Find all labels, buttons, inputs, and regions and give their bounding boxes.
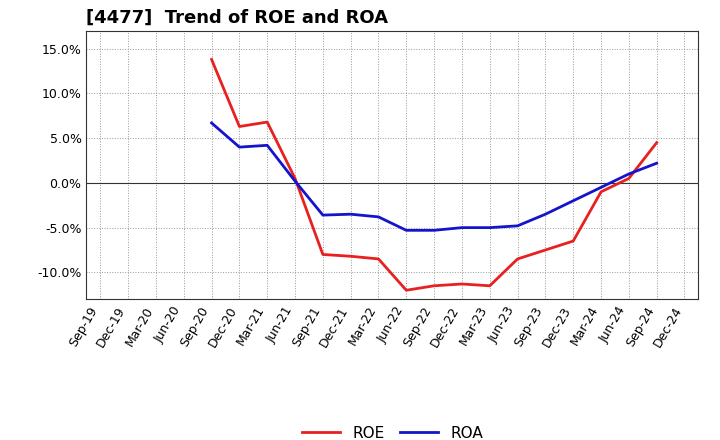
- ROA: [263, 143, 271, 148]
- ROE: [597, 189, 606, 194]
- ROA: [402, 227, 410, 233]
- ROE: [346, 253, 355, 259]
- ROE: [374, 256, 383, 261]
- ROA: [485, 225, 494, 230]
- ROE: [624, 176, 633, 181]
- ROE: [569, 238, 577, 244]
- ROE: [291, 176, 300, 181]
- ROA: [430, 227, 438, 233]
- ROE: [485, 283, 494, 289]
- ROA: [374, 214, 383, 220]
- ROA: [624, 171, 633, 176]
- Line: ROA: ROA: [212, 123, 657, 230]
- ROE: [402, 288, 410, 293]
- ROA: [207, 120, 216, 125]
- Legend: ROE, ROA: ROE, ROA: [296, 420, 489, 440]
- ROE: [652, 140, 661, 145]
- ROA: [652, 161, 661, 166]
- ROA: [569, 198, 577, 203]
- ROE: [207, 57, 216, 62]
- ROE: [513, 256, 522, 261]
- ROA: [513, 223, 522, 228]
- ROA: [291, 179, 300, 184]
- ROA: [346, 212, 355, 217]
- ROA: [541, 212, 550, 217]
- ROE: [235, 124, 243, 129]
- Text: [4477]  Trend of ROE and ROA: [4477] Trend of ROE and ROA: [86, 8, 388, 26]
- ROE: [430, 283, 438, 289]
- ROA: [235, 144, 243, 150]
- Line: ROE: ROE: [212, 59, 657, 290]
- ROE: [458, 281, 467, 286]
- ROE: [541, 247, 550, 253]
- ROE: [318, 252, 327, 257]
- ROA: [458, 225, 467, 230]
- ROA: [318, 213, 327, 218]
- ROA: [597, 185, 606, 190]
- ROE: [263, 119, 271, 125]
